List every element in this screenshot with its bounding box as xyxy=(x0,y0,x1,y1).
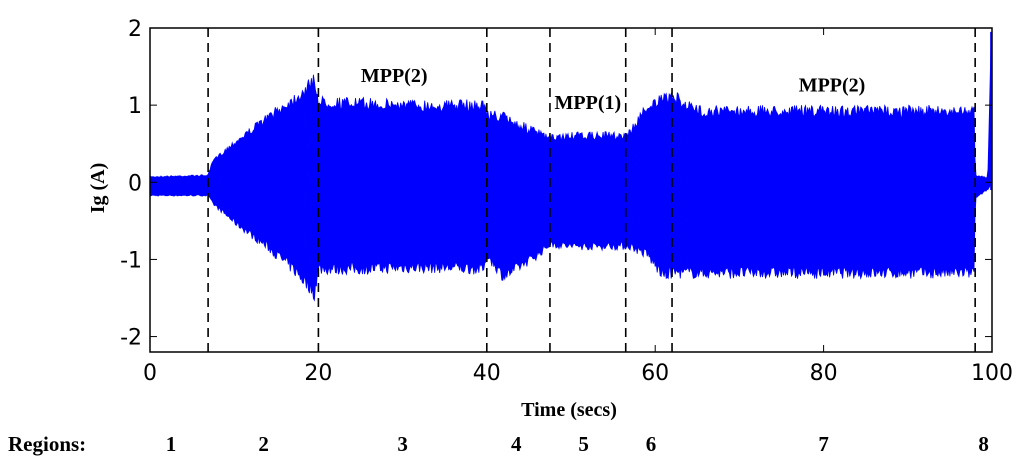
y-axis-label: Ig (A) xyxy=(87,163,109,214)
annotation-label: MPP(2) xyxy=(361,65,428,87)
region-label: 2 xyxy=(258,432,269,456)
annotation-label: MPP(2) xyxy=(799,74,866,96)
region-labels: 1 2 3 4 5 6 7 8 xyxy=(166,432,989,456)
y-tick-label: 2 xyxy=(128,17,142,42)
plot-frame xyxy=(149,27,993,353)
region-label: 3 xyxy=(397,432,408,456)
x-tick-label: 60 xyxy=(641,361,669,386)
x-tick-label: 20 xyxy=(304,361,332,386)
y-tick-label: 0 xyxy=(128,171,142,196)
y-tick-label: 1 xyxy=(128,94,142,119)
x-axis-label: Time (secs) xyxy=(521,399,617,421)
region-label: 4 xyxy=(511,432,522,456)
regions-title: Regions: xyxy=(8,432,86,456)
region-label: 1 xyxy=(166,432,177,456)
region-label: 6 xyxy=(646,432,657,456)
x-tick-label: 0 xyxy=(143,361,157,386)
x-tick-label: 100 xyxy=(971,361,1013,386)
plot-area: 0 20 40 60 80 100 -2 -1 0 1 2 MPP(2) MPP(1) MPP(2) xyxy=(120,17,1013,386)
region-label: 5 xyxy=(578,432,589,456)
annotation-label: MPP(1) xyxy=(555,92,622,114)
region-label: 8 xyxy=(978,432,989,456)
y-tick-label: -2 xyxy=(120,326,142,351)
x-tick-label: 80 xyxy=(810,361,838,386)
y-tick-label: -1 xyxy=(120,248,142,273)
region-label: 7 xyxy=(818,432,829,456)
signal-band xyxy=(149,39,993,302)
x-tick-label: 40 xyxy=(473,361,501,386)
